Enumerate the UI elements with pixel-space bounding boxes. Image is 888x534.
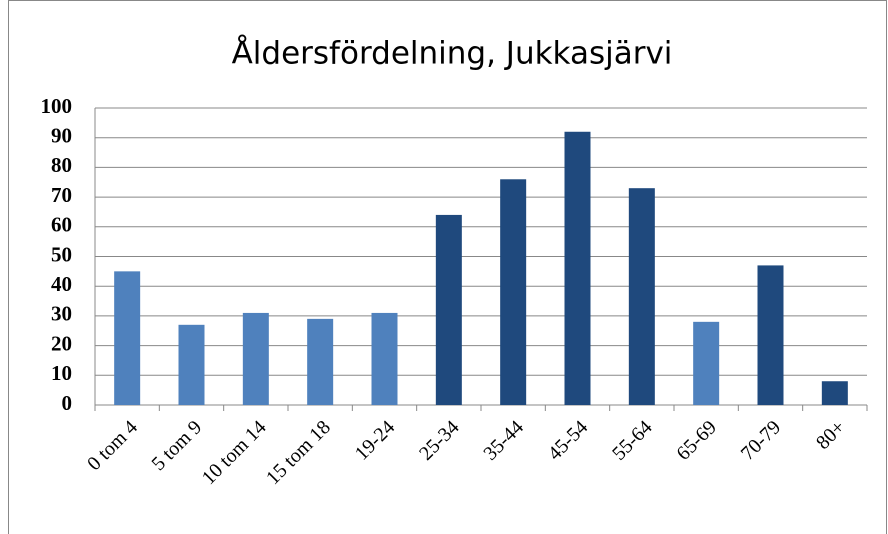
x-tick-label: 80+ [812,416,850,454]
chart-title: Åldersfördelning, Jukkasjärvi [232,36,673,72]
bar [371,312,398,405]
y-tick-label: 60 [51,213,72,237]
x-tick-label: 25-34 [415,416,464,465]
x-tick-label: 70-79 [737,416,786,465]
x-tick-label: 10 tom 14 [198,416,271,489]
bar [693,321,720,405]
y-tick-label: 40 [51,272,72,296]
y-tick-label: 80 [51,153,72,177]
bar [628,188,655,405]
y-tick-label: 20 [51,331,72,355]
bar [821,381,848,405]
y-tick-label: 100 [41,94,73,118]
x-tick-label: 19-24 [351,416,400,465]
bar [500,179,527,405]
bar [178,324,205,405]
x-tick-label: 45-54 [544,416,593,465]
bar [564,131,591,405]
bar [242,312,269,405]
y-tick-label: 0 [62,391,73,415]
bar [114,271,141,405]
bar [435,214,462,405]
x-tick-label: 65-69 [672,416,721,465]
bar [307,318,334,405]
x-tick-label: 5 tom 9 [148,416,207,475]
y-tick-label: 90 [51,124,72,148]
x-tick-label: 35-44 [479,416,528,465]
y-tick-label: 70 [51,183,72,207]
x-tick-label: 0 tom 4 [83,416,142,475]
chart-frame [8,0,887,534]
y-tick-label: 50 [51,242,72,266]
x-tick-label: 55-64 [608,416,657,465]
bar [757,265,784,405]
x-tick-label: 15 tom 18 [262,416,335,489]
y-tick-label: 10 [51,361,72,385]
y-tick-label: 30 [51,302,72,326]
